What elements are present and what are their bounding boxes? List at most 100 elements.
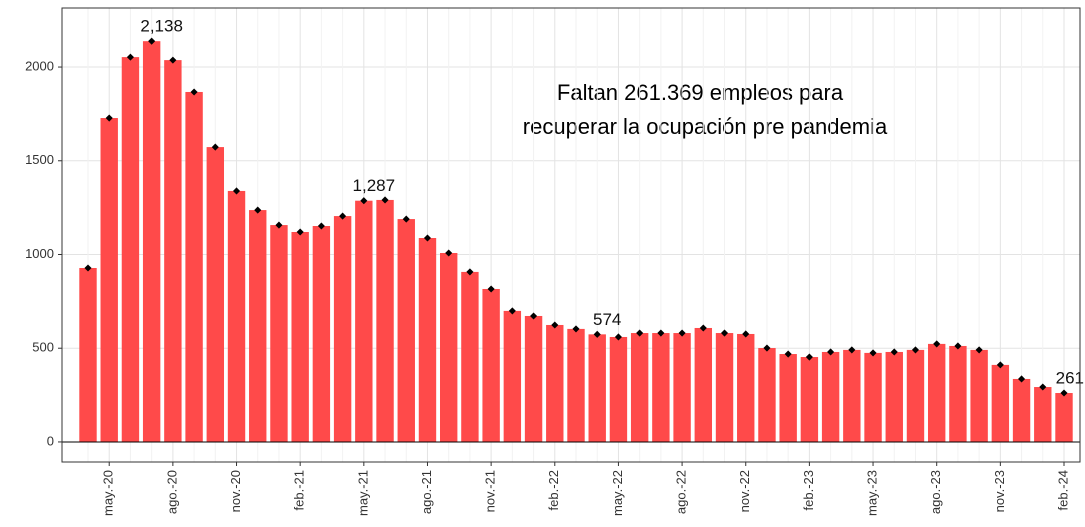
x-tick-label: feb.-23	[801, 470, 816, 510]
point	[530, 312, 538, 320]
value-label: 2,138	[140, 17, 183, 36]
bar	[270, 225, 288, 442]
bar	[164, 60, 182, 442]
point	[148, 37, 156, 45]
bar	[291, 232, 309, 442]
bar	[312, 226, 331, 442]
bar	[567, 328, 585, 442]
point	[784, 350, 792, 358]
bar	[949, 345, 967, 442]
point	[699, 324, 707, 332]
point	[1018, 375, 1026, 383]
x-tick-label: nov.-21	[483, 470, 498, 512]
point	[933, 340, 941, 348]
bar	[546, 324, 564, 442]
value-label: 261	[1056, 369, 1084, 388]
point	[423, 234, 432, 242]
x-tick-label: may.-23	[864, 470, 879, 516]
point	[593, 330, 601, 338]
point	[805, 353, 813, 361]
point	[190, 88, 198, 96]
x-tick-label: nov.-23	[992, 470, 1007, 512]
point	[551, 321, 559, 329]
point	[254, 206, 262, 214]
point	[339, 212, 347, 220]
point	[445, 249, 453, 257]
bar	[397, 219, 415, 442]
x-tick-label: nov.-20	[228, 470, 243, 512]
point	[360, 197, 368, 205]
bar	[588, 334, 606, 442]
point	[317, 222, 325, 230]
y-tick-label: 500	[32, 340, 54, 355]
bar	[843, 349, 861, 442]
y-tick-label: 2000	[25, 58, 54, 73]
bar	[652, 333, 670, 442]
bar	[142, 41, 161, 442]
bar	[906, 349, 925, 442]
bar	[1012, 378, 1031, 442]
bar	[609, 336, 628, 442]
point	[169, 56, 177, 64]
bar	[376, 199, 394, 442]
point	[466, 268, 474, 276]
x-tick-label: ago.-20	[164, 470, 179, 514]
point	[657, 329, 665, 337]
bar	[185, 91, 203, 442]
point	[126, 53, 134, 61]
bar	[737, 333, 755, 442]
point	[275, 221, 283, 229]
x-tick-label: may.-21	[355, 470, 370, 516]
point	[296, 228, 304, 236]
x-tick-label: ago.-21	[419, 470, 434, 514]
point	[508, 307, 516, 315]
bar	[418, 237, 437, 442]
bar	[630, 333, 649, 442]
bar	[758, 348, 776, 442]
point	[211, 143, 219, 151]
point	[890, 348, 898, 356]
point	[954, 342, 962, 350]
annotation: recuperar la ocupación pre pandemia	[523, 114, 888, 139]
point	[232, 187, 241, 195]
bar	[524, 315, 543, 442]
x-tick-label: ago.-23	[928, 470, 943, 514]
bar	[503, 310, 522, 442]
point	[105, 114, 113, 122]
bar	[864, 352, 882, 442]
bar	[1055, 393, 1073, 442]
value-label: 1,287	[353, 176, 396, 195]
bar	[694, 327, 713, 442]
value-label: 574	[593, 310, 621, 329]
bar	[715, 333, 734, 442]
point	[827, 348, 835, 356]
point	[720, 329, 729, 337]
point	[572, 325, 580, 333]
point	[911, 346, 920, 354]
bar	[800, 357, 819, 442]
x-tick-label: nov.-22	[737, 470, 752, 512]
bar	[779, 354, 797, 442]
point	[996, 361, 1004, 369]
point	[848, 346, 856, 354]
x-tick-label: may.-22	[610, 470, 625, 516]
annotation: Faltan 261.369 empleos para	[557, 80, 844, 105]
bar	[206, 147, 225, 442]
bar	[121, 57, 140, 442]
point	[869, 349, 877, 357]
bar	[970, 349, 988, 442]
x-tick-label: feb.-22	[546, 470, 561, 510]
y-tick-label: 1500	[25, 152, 54, 167]
x-tick-label: feb.-21	[292, 470, 307, 510]
point	[678, 329, 686, 337]
x-tick-label: may.-20	[101, 470, 116, 516]
x-tick-label: feb.-24	[1055, 470, 1070, 510]
bar	[673, 333, 691, 442]
bar	[100, 118, 118, 442]
point	[614, 333, 622, 341]
bar	[1034, 387, 1052, 442]
bar	[249, 210, 267, 442]
bar	[227, 190, 246, 442]
bar	[461, 271, 479, 442]
